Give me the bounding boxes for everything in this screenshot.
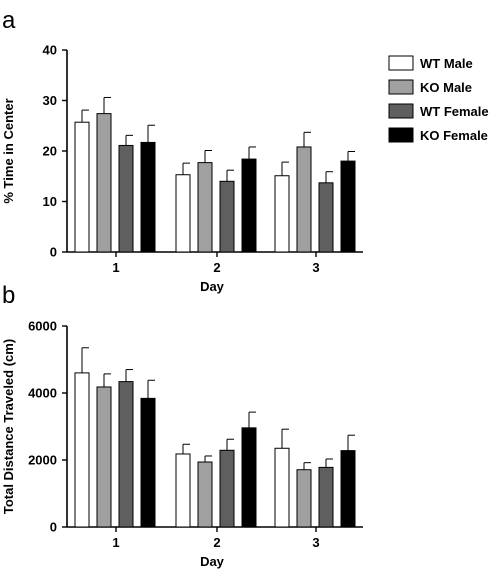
y-tick-label: 10 <box>43 194 57 209</box>
y-tick-label: 6000 <box>28 319 57 334</box>
bar <box>74 372 90 528</box>
x-tick-label: 2 <box>213 260 220 275</box>
legend-swatch <box>388 79 414 95</box>
y-axis-title: Total Distance Traveled (cm) <box>1 339 16 514</box>
bar <box>118 381 134 528</box>
legend-swatch <box>388 55 414 71</box>
bar <box>118 144 134 253</box>
y-tick-label: 30 <box>43 93 57 108</box>
bar <box>274 175 290 253</box>
x-tick-label: 3 <box>312 535 319 550</box>
x-tick-label: 2 <box>213 535 220 550</box>
panel-label: b <box>2 282 15 309</box>
bar <box>197 162 213 253</box>
bar <box>274 447 290 528</box>
bar <box>318 182 334 253</box>
y-tick-label: 0 <box>50 520 57 535</box>
x-tick-label: 1 <box>112 535 119 550</box>
bar <box>340 160 356 253</box>
y-tick-label: 2000 <box>28 453 57 468</box>
legend-swatch <box>388 127 414 143</box>
bar <box>241 158 257 253</box>
legend-label: KO Male <box>420 80 472 95</box>
y-tick-label: 40 <box>43 43 57 58</box>
bar <box>219 180 235 253</box>
legend: WT Male KO Male WT Female KO Female <box>388 55 489 143</box>
bar <box>74 121 90 253</box>
legend-label: WT Female <box>420 104 489 119</box>
y-axis-title: % Time in Center <box>1 98 16 203</box>
bar <box>96 113 112 253</box>
y-tick-label: 20 <box>43 144 57 159</box>
x-tick-label: 3 <box>312 260 319 275</box>
x-tick-label: 1 <box>112 260 119 275</box>
y-tick-label: 0 <box>50 245 57 260</box>
bar <box>197 461 213 528</box>
bar <box>241 427 257 528</box>
bar <box>318 466 334 528</box>
legend-label: KO Female <box>420 128 488 143</box>
chart-panel-b: b 0 2000 4000 6000 1 2 3 Day Total Distance Trave… <box>1 282 363 569</box>
bar <box>175 174 191 253</box>
bar <box>175 453 191 528</box>
y-tick-label: 4000 <box>28 386 57 401</box>
bar <box>140 397 156 528</box>
bar <box>219 449 235 528</box>
chart-panel-a: a 0 10 20 30 40 1 2 3 Day % Time in Center <box>1 7 363 294</box>
bar <box>140 141 156 253</box>
legend-label: WT Male <box>420 56 473 71</box>
legend-swatch <box>388 103 414 119</box>
x-axis-title: Day <box>200 279 225 294</box>
bar <box>96 386 112 528</box>
bar <box>296 146 312 253</box>
bar <box>340 450 356 528</box>
bar <box>296 469 312 528</box>
panel-label: a <box>2 7 16 34</box>
x-axis-title: Day <box>200 554 225 569</box>
